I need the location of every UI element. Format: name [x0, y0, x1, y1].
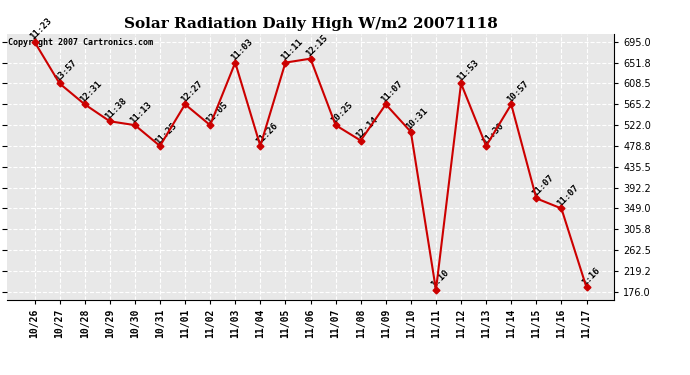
Text: 11:11: 11:11	[279, 37, 304, 63]
Text: 12:15: 12:15	[304, 33, 330, 58]
Title: Solar Radiation Daily High W/m2 20071118: Solar Radiation Daily High W/m2 20071118	[124, 17, 497, 31]
Text: 11:13: 11:13	[128, 100, 154, 125]
Text: 12:31: 12:31	[79, 79, 103, 104]
Text: 10:57: 10:57	[505, 79, 530, 104]
Text: 1:16: 1:16	[580, 266, 602, 288]
Text: 11:23: 11:23	[28, 16, 54, 42]
Text: 11:03: 11:03	[229, 37, 254, 63]
Text: 12:05: 12:05	[204, 100, 229, 125]
Text: 13:57: 13:57	[53, 58, 79, 84]
Text: 11:26: 11:26	[254, 121, 279, 146]
Text: 11:07: 11:07	[555, 183, 580, 209]
Text: 12:14: 12:14	[355, 115, 380, 141]
Text: 11:53: 11:53	[455, 58, 480, 84]
Text: 12:27: 12:27	[179, 79, 204, 104]
Text: 11:07: 11:07	[530, 173, 555, 198]
Text: 11:38: 11:38	[104, 96, 129, 121]
Text: 11:25: 11:25	[154, 121, 179, 146]
Text: 10:31: 10:31	[404, 106, 430, 132]
Text: 11:07: 11:07	[380, 79, 405, 104]
Text: Copyright 2007 Cartronics.com: Copyright 2007 Cartronics.com	[8, 38, 153, 47]
Text: 10:25: 10:25	[329, 100, 355, 125]
Text: 1:10: 1:10	[430, 268, 451, 290]
Text: 11:30: 11:30	[480, 121, 505, 146]
